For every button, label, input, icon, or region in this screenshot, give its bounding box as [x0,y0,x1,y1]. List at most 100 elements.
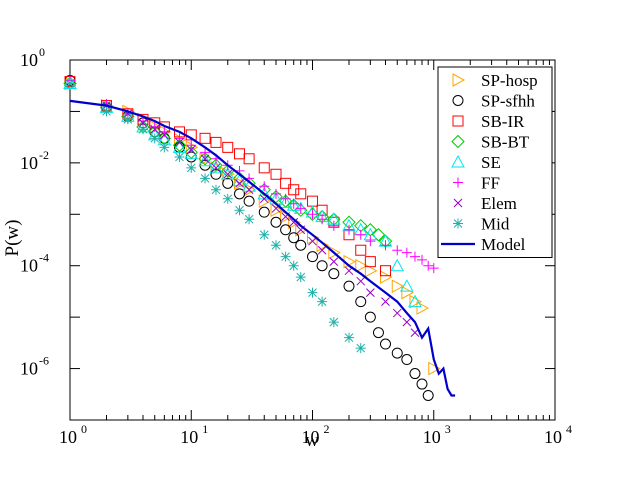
x-tick-label: 10 0 [59,422,87,447]
data-point-sb-bt [371,228,386,242]
data-point-ff [365,236,376,247]
data-point-mid [244,214,255,225]
y-axis-label: P(w) [2,220,23,257]
data-point-ff [401,247,412,258]
data-point-se [408,294,422,308]
y-tick-exponent: 0 [39,45,45,59]
data-point-se [198,153,212,167]
data-point-elem [365,288,375,297]
x-axis-label: w [305,430,319,451]
data-point-ff [428,263,439,274]
data-point-ff [344,224,354,235]
data-point-sp-sfhh [234,188,246,200]
legend-box [437,66,553,258]
data-point-sb-bt [198,152,212,166]
data-point-se [390,258,405,272]
data-point-mid [328,317,339,328]
data-point-sp-sfhh [316,260,328,272]
data-point-sp-sfhh [422,389,434,401]
data-point-sb-ir [364,256,376,268]
series-sp-sfhh [64,74,434,401]
data-point-elem [223,169,233,179]
data-point-se [209,160,223,174]
series-layer [63,74,456,401]
legend-label-ff: FF [481,174,500,193]
data-point-sp-hosp [416,301,430,315]
data-point-ff [295,203,306,214]
data-point-sb-bt [257,183,271,197]
data-point-elem [235,178,244,188]
data-point-sb-ir [379,265,391,277]
data-point-elem [381,297,390,307]
data-point-sp-hosp [364,263,378,278]
x-tick-base: 10 [544,427,562,447]
x-tick-exponent: 1 [202,422,208,436]
data-point-mid [186,162,197,173]
x-tick-base: 10 [423,427,441,447]
data-point-sp-hosp [270,203,284,218]
data-point-ff [355,229,366,240]
data-point-elem [244,185,254,195]
data-point-sp-sfhh [295,239,307,251]
data-point-elem [200,154,210,164]
y-tick-exponent: -2 [39,148,49,162]
data-point-elem [175,138,184,147]
data-point-elem [329,257,339,266]
data-point-mid [122,114,133,125]
data-point-sp-sfhh [222,177,234,189]
data-point-mid [259,229,270,240]
series-elem [65,79,420,337]
data-point-sb-ir [295,188,307,200]
data-point-mid [271,240,281,251]
y-tick-label: 10 0 [20,45,45,70]
data-point-mid [288,260,299,271]
legend-item-sb-bt: SB-BT [451,133,530,152]
data-point-mid [234,205,245,216]
data-point-sb-ir [307,195,318,207]
data-point-sp-sfhh [355,296,367,308]
data-point-sp-sfhh [401,354,413,366]
y-tick-label: 10 -6 [20,354,49,379]
data-point-sb-ir [199,132,211,144]
legend-item-se: SE [451,153,501,172]
data-point-mid [101,106,112,117]
legend-item-sp-hosp: SP-hosp [452,71,538,90]
data-point-sp-sfhh [409,368,421,380]
data-point-ff [149,121,160,132]
data-point-sb-ir [258,162,270,174]
data-point-sp-sfhh [372,327,384,339]
y-tick-exponent: -6 [39,354,49,368]
data-point-elem [356,276,366,286]
x-tick-exponent: 2 [324,422,330,436]
data-point-elem [138,118,148,128]
series-model [69,99,456,397]
legend-label-sp-sfhh: SP-sfhh [481,92,535,111]
data-point-sb-bt [63,76,77,91]
data-point-elem [317,245,327,255]
data-point-sb-bt [305,207,320,221]
legend-item-model: Model [441,235,526,254]
data-point-ff [288,198,299,209]
data-point-sp-sfhh [364,311,376,323]
legend-marker-ff [453,177,463,188]
data-point-elem [289,217,299,227]
data-point-mid [159,142,170,153]
data-point-sp-sfhh [280,224,292,236]
legend-label-se: SE [481,153,501,172]
x-tick-base: 10 [59,427,77,447]
data-point-sp-sfhh [328,268,340,280]
data-point-sb-ir [288,184,300,196]
data-point-sp-hosp [401,285,414,300]
series-sp-hosp [64,76,441,376]
data-point-sp-sfhh [391,347,403,359]
data-point-ff [259,181,270,192]
data-point-ff [317,214,328,225]
data-point-sp-sfhh [288,232,300,244]
y-tick-base: 10 [20,359,38,379]
data-point-sp-sfhh [210,168,222,180]
data-point-ff [186,140,197,151]
y-tick-base: 10 [20,50,38,70]
data-point-mid [149,133,160,144]
